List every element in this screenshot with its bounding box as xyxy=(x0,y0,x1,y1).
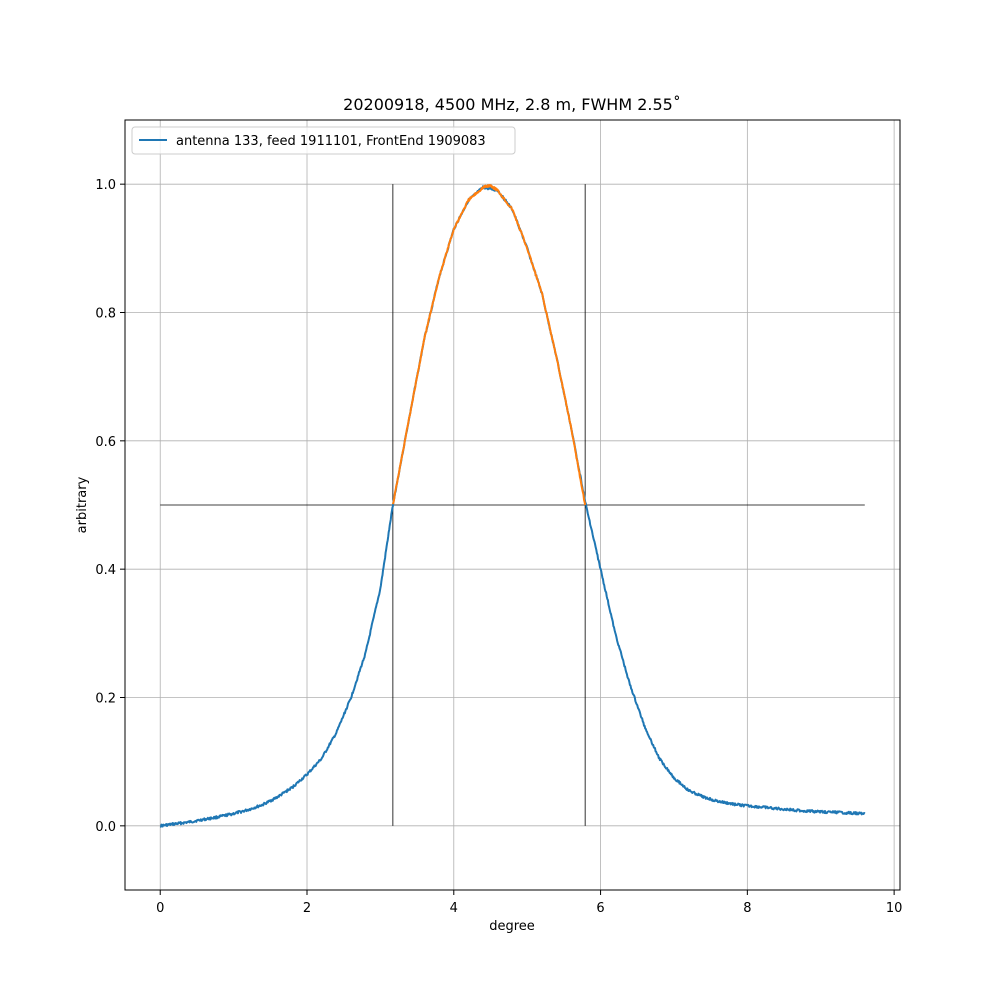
plot-frame xyxy=(124,119,901,891)
series-line-above-half-maximum xyxy=(391,184,587,506)
y-tick-label: 1.0 xyxy=(95,178,116,193)
y-tick-label: 0.2 xyxy=(95,692,116,707)
x-tick-label: 6 xyxy=(596,901,604,916)
x-axis-label: degree xyxy=(489,919,535,934)
x-tick-label: 10 xyxy=(886,901,903,916)
y-tick-label: 0.4 xyxy=(95,563,116,578)
legend-entry-antenna-133: antenna 133, feed 1911101, FrontEnd 1909… xyxy=(176,134,486,149)
axis-ticks: 0 2 4 6 8 10 0.0 0.2 0.4 0.6 0.8 1.0 xyxy=(95,178,902,916)
x-tick-label: 4 xyxy=(450,901,458,916)
y-tick-label: 0.8 xyxy=(95,307,116,322)
x-tick-label: 2 xyxy=(303,901,311,916)
y-tick-label: 0.0 xyxy=(95,820,116,835)
series-lines xyxy=(159,184,866,828)
chart-title: 20200918, 4500 MHz, 2.8 m, FWHM 2.55˚ xyxy=(343,95,681,114)
y-axis-label: arbitrary xyxy=(75,476,90,533)
x-tick-label: 8 xyxy=(743,901,751,916)
legend: antenna 133, feed 1911101, FrontEnd 1909… xyxy=(131,126,516,155)
y-tick-label: 0.6 xyxy=(95,435,116,450)
x-tick-label: 0 xyxy=(156,901,164,916)
legend-box xyxy=(131,126,516,155)
